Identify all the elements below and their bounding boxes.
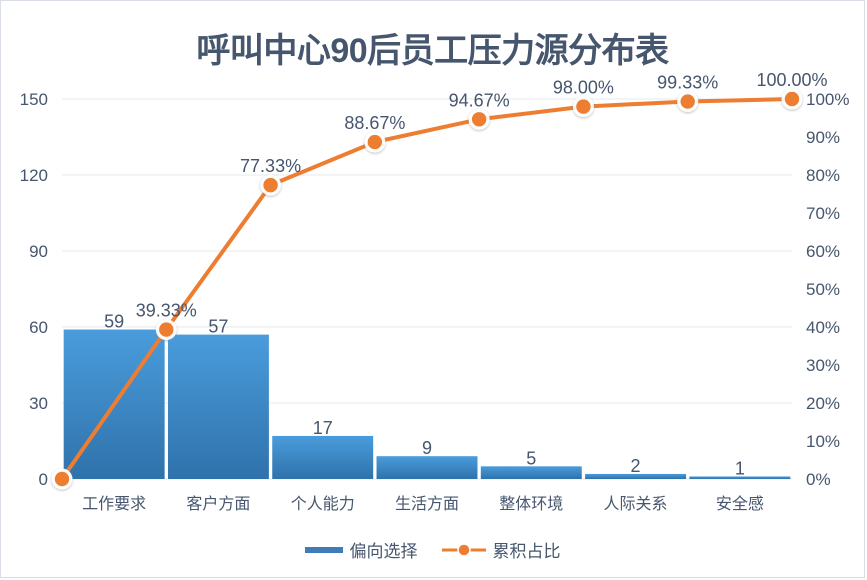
svg-text:人际关系: 人际关系 (604, 495, 668, 513)
svg-text:5: 5 (526, 448, 536, 468)
svg-text:90: 90 (29, 242, 48, 261)
svg-text:70%: 70% (806, 204, 840, 223)
svg-text:1: 1 (735, 458, 745, 478)
svg-text:60: 60 (29, 318, 48, 337)
svg-text:20%: 20% (806, 394, 840, 413)
svg-text:生活方面: 生活方面 (395, 495, 459, 513)
svg-text:30: 30 (29, 394, 48, 413)
svg-text:150: 150 (20, 90, 48, 109)
svg-text:10%: 10% (806, 432, 840, 451)
svg-text:59: 59 (104, 312, 124, 332)
svg-text:客户方面: 客户方面 (186, 495, 250, 513)
svg-text:100%: 100% (806, 90, 849, 109)
svg-text:0: 0 (39, 470, 48, 489)
svg-text:9: 9 (422, 438, 432, 458)
svg-text:57: 57 (208, 317, 228, 337)
svg-text:40%: 40% (806, 318, 840, 337)
svg-text:77.33%: 77.33% (240, 156, 301, 176)
svg-text:120: 120 (20, 166, 48, 185)
svg-text:88.67%: 88.67% (344, 113, 405, 133)
svg-text:工作要求: 工作要求 (82, 495, 146, 513)
svg-text:99.33%: 99.33% (657, 73, 718, 93)
svg-text:98.00%: 98.00% (553, 78, 614, 98)
svg-text:2: 2 (631, 456, 641, 476)
svg-text:50%: 50% (806, 280, 840, 299)
svg-text:100.00%: 100.00% (756, 70, 827, 90)
svg-text:94.67%: 94.67% (449, 90, 510, 110)
svg-text:39.33%: 39.33% (136, 301, 197, 321)
svg-text:30%: 30% (806, 356, 840, 375)
svg-text:安全感: 安全感 (716, 495, 764, 513)
svg-text:0%: 0% (806, 470, 831, 489)
svg-text:80%: 80% (806, 166, 840, 185)
svg-text:17: 17 (313, 418, 333, 438)
svg-text:90%: 90% (806, 128, 840, 147)
svg-text:整体环境: 整体环境 (499, 494, 563, 513)
svg-text:个人能力: 个人能力 (291, 495, 355, 513)
svg-text:60%: 60% (806, 242, 840, 261)
